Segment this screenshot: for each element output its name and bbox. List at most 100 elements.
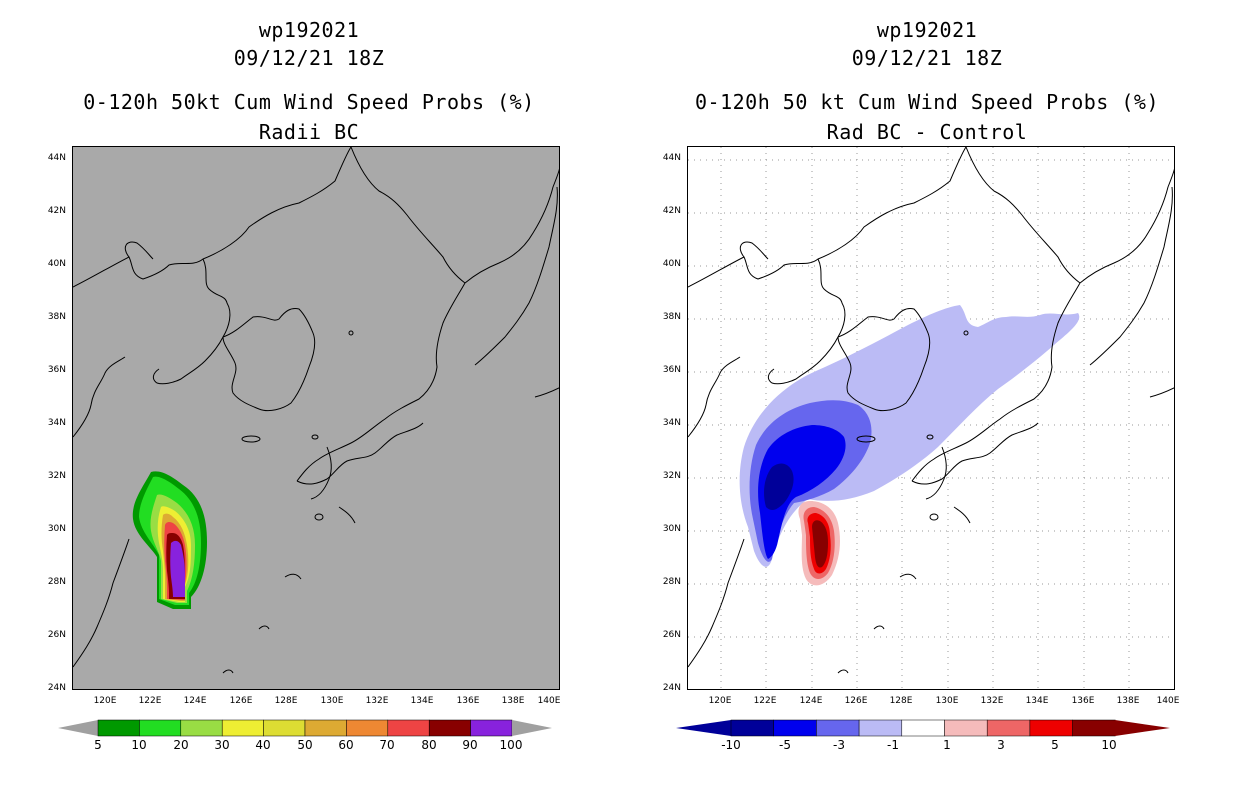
right-map (687, 146, 1175, 690)
islands (241, 330, 354, 521)
right-datetime: 09/12/21 18Z (851, 46, 1003, 70)
coastlines (688, 147, 1174, 674)
right-product-title: 0-120h 50 kt Cum Wind Speed Probs (%) (694, 90, 1160, 114)
lat-label: 30N (662, 524, 681, 534)
lat-label: 34N (662, 418, 681, 428)
colorbar-tick-label: 30 (214, 738, 230, 752)
left-storm-id: wp192021 (258, 18, 360, 42)
colorbar-cell (1029, 719, 1073, 737)
lat-label: 40N (47, 259, 66, 269)
colorbar-tick-label: 1 (943, 738, 951, 752)
lat-label: 26N (47, 630, 66, 640)
colorbar-cell (986, 719, 1031, 737)
lon-label: 124E (183, 696, 207, 706)
colorbar-tick-label: 100 (499, 738, 523, 752)
colorbar-cell (944, 719, 988, 737)
lon-label: 136E (456, 696, 480, 706)
right-panel: wp192021 09/12/21 18Z 0-120h 50 kt Cum W… (618, 0, 1236, 800)
colorbar-cell (221, 719, 264, 737)
islands (856, 330, 969, 521)
left-subtitle: Radii BC (258, 120, 360, 144)
lat-label: 28N (662, 577, 681, 587)
lat-label: 28N (47, 577, 66, 587)
lon-label: 120E (93, 696, 117, 706)
colorbar-tick-label: 50 (297, 738, 313, 752)
right-colorbar (676, 719, 1170, 737)
colorbar-cell (97, 719, 140, 737)
colorbar-cell (180, 719, 223, 737)
left-colorbar (58, 719, 552, 737)
colorbar-tick-label: 40 (255, 738, 271, 752)
lon-label: 128E (889, 696, 913, 706)
colorbar-cell (858, 719, 903, 737)
right-storm-id: wp192021 (876, 18, 978, 42)
lon-label: 126E (229, 696, 253, 706)
lon-label: 132E (365, 696, 389, 706)
lon-label: 134E (1025, 696, 1049, 706)
lat-label: 38N (47, 312, 66, 322)
colorbar-tick-label: -3 (833, 738, 845, 752)
colorbar-cell (346, 719, 389, 737)
lat-label: 24N (662, 683, 681, 693)
left-product-title: 0-120h 50kt Cum Wind Speed Probs (%) (83, 90, 535, 114)
lat-label: 34N (47, 418, 66, 428)
lon-label: 134E (410, 696, 434, 706)
lon-label: 140E (537, 696, 561, 706)
colorbar-cell (387, 719, 430, 737)
lat-label: 38N (662, 312, 681, 322)
colorbar-tick-label: -5 (779, 738, 791, 752)
lon-label: 140E (1156, 696, 1180, 706)
lon-label: 124E (799, 696, 823, 706)
colorbar-tick-label: 20 (173, 738, 189, 752)
lat-label: 32N (662, 471, 681, 481)
colorbar-end-arrow (1115, 720, 1170, 736)
colorbar-tick-label: -1 (887, 738, 899, 752)
colorbar-tick-label: 3 (997, 738, 1005, 752)
lat-label: 36N (662, 365, 681, 375)
lat-label: 42N (662, 206, 681, 216)
colorbar-tick-label: 5 (94, 738, 102, 752)
colorbar-cell (304, 719, 347, 737)
lat-label: 36N (47, 365, 66, 375)
right-map-svg (688, 147, 1174, 689)
lon-label: 122E (753, 696, 777, 706)
difference-contours (739, 305, 1080, 586)
left-map (72, 146, 560, 690)
colorbar-end-arrow (58, 720, 98, 736)
colorbar-cell (730, 719, 774, 737)
lon-label: 132E (980, 696, 1004, 706)
colorbar-cell (428, 719, 471, 737)
right-subtitle: Rad BC - Control (826, 120, 1028, 144)
lat-label: 24N (47, 683, 66, 693)
colorbar-cell (773, 719, 817, 737)
colorbar-tick-label: 10 (131, 738, 147, 752)
lat-label: 44N (662, 153, 681, 163)
lon-label: 122E (138, 696, 162, 706)
colorbar-tick-label: 60 (338, 738, 354, 752)
lon-label: 130E (935, 696, 959, 706)
lat-label: 42N (47, 206, 66, 216)
lat-lon-grid (688, 147, 1174, 689)
lon-label: 128E (274, 696, 298, 706)
left-panel: wp192021 09/12/21 18Z 0-120h 50kt Cum Wi… (47, 18, 561, 752)
lat-label: 32N (47, 471, 66, 481)
probability-contours (132, 471, 207, 609)
colorbar-tick-label: 10 (1101, 738, 1117, 752)
left-datetime: 09/12/21 18Z (233, 46, 385, 70)
colorbar-tick-label: 90 (462, 738, 478, 752)
colorbar-tick-label: 70 (379, 738, 395, 752)
colorbar-cell (139, 719, 182, 737)
lon-label: 138E (1116, 696, 1140, 706)
lat-label: 30N (47, 524, 66, 534)
left-map-svg (73, 147, 559, 674)
colorbar-cell (901, 719, 945, 737)
lat-label: 40N (662, 259, 681, 269)
lat-label: 44N (47, 153, 66, 163)
colorbar-cell (263, 719, 306, 737)
colorbar-cell (816, 719, 860, 737)
lon-label: 130E (320, 696, 344, 706)
colorbar-end-arrow (512, 720, 552, 736)
lon-label: 138E (501, 696, 525, 706)
lon-label: 120E (708, 696, 732, 706)
lon-label: 136E (1071, 696, 1095, 706)
